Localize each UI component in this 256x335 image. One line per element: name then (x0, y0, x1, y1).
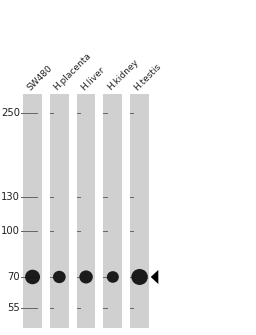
Ellipse shape (53, 271, 66, 283)
Text: H.testis: H.testis (132, 62, 163, 92)
Bar (130, 94, 149, 328)
Text: SW480: SW480 (25, 64, 54, 92)
Text: H.placenta: H.placenta (52, 51, 93, 92)
Text: H.kidney: H.kidney (105, 58, 140, 92)
Ellipse shape (131, 269, 148, 285)
Text: H.liver: H.liver (79, 65, 106, 92)
Ellipse shape (79, 270, 93, 283)
Ellipse shape (107, 271, 119, 283)
Polygon shape (151, 270, 158, 284)
Ellipse shape (25, 270, 40, 284)
Text: 70: 70 (7, 272, 20, 282)
Text: 250: 250 (1, 108, 20, 118)
Text: 55: 55 (7, 303, 20, 313)
Bar (50, 94, 69, 328)
Bar (77, 94, 95, 328)
Text: 130: 130 (1, 192, 20, 202)
Text: 100: 100 (1, 226, 20, 236)
Bar (23, 94, 42, 328)
Bar (103, 94, 122, 328)
